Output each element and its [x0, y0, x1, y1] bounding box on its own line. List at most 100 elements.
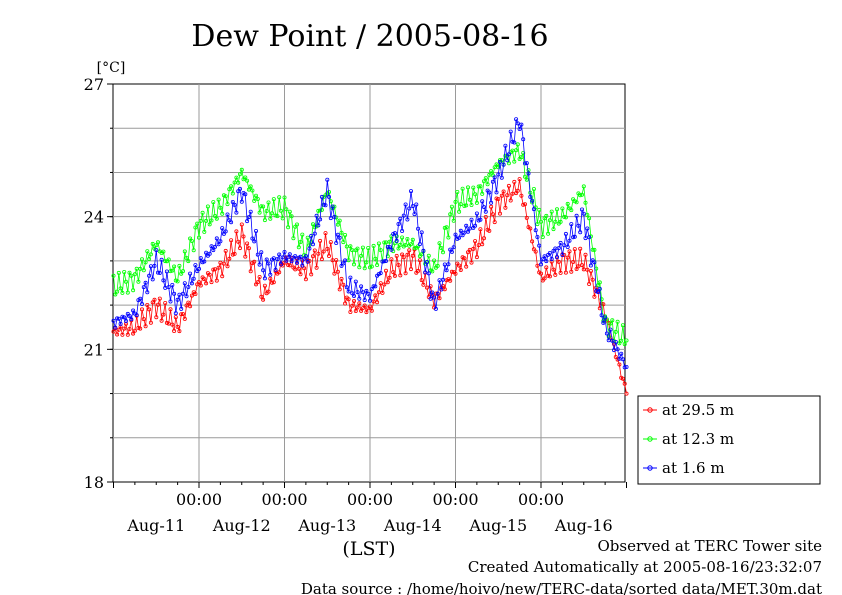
data-point — [223, 248, 228, 253]
data-point — [243, 175, 248, 180]
data-point — [262, 283, 267, 288]
data-point — [565, 201, 570, 206]
data-point — [478, 217, 483, 222]
data-point — [556, 259, 561, 264]
data-point — [608, 327, 613, 332]
data-point — [437, 241, 442, 246]
data-point — [392, 231, 397, 236]
data-point — [364, 310, 369, 315]
data-point — [277, 270, 282, 275]
x-time-label: 00:00 — [261, 490, 307, 509]
data-point — [189, 293, 194, 298]
data-point — [257, 274, 262, 279]
data-point — [483, 209, 488, 214]
data-point — [124, 318, 129, 323]
legend-marker — [647, 436, 653, 442]
data-point — [172, 264, 177, 269]
data-point — [487, 228, 492, 233]
data-point — [380, 290, 385, 295]
data-point — [330, 258, 335, 263]
data-point — [464, 223, 469, 228]
data-point — [152, 263, 157, 268]
data-point — [419, 278, 424, 283]
data-point — [310, 222, 315, 227]
data-point — [549, 209, 554, 214]
data-point — [362, 266, 367, 271]
data-point — [583, 252, 588, 257]
data-point — [515, 142, 520, 147]
data-point — [610, 338, 615, 343]
data-point — [444, 225, 449, 230]
data-point — [565, 244, 570, 249]
data-point — [305, 259, 310, 264]
data-point — [284, 207, 289, 212]
data-point — [319, 207, 324, 212]
data-point — [216, 265, 221, 270]
data-point — [273, 267, 278, 272]
data-point — [515, 188, 520, 193]
data-point — [132, 328, 137, 333]
data-point — [398, 273, 403, 278]
data-point — [161, 312, 166, 317]
data-point — [519, 122, 524, 127]
data-point — [555, 207, 560, 212]
x-time-label: 00:00 — [347, 490, 393, 509]
series-1 — [111, 142, 629, 347]
data-point — [483, 176, 488, 181]
data-point — [353, 308, 358, 313]
data-point — [200, 210, 205, 215]
data-point — [166, 257, 171, 262]
data-point — [180, 311, 185, 316]
data-point — [300, 263, 305, 268]
data-point — [335, 269, 340, 274]
data-point — [166, 321, 171, 326]
data-point — [163, 300, 168, 305]
data-point — [339, 230, 344, 235]
data-point — [255, 252, 260, 257]
data-point — [182, 281, 187, 286]
data-point — [421, 282, 426, 287]
data-point — [524, 215, 529, 220]
data-point — [273, 213, 278, 218]
data-point — [531, 207, 536, 212]
data-point — [188, 236, 193, 241]
data-point — [271, 197, 276, 202]
data-point — [563, 231, 568, 236]
data-point — [410, 237, 415, 242]
data-point — [294, 222, 299, 227]
data-point — [127, 326, 132, 331]
data-point — [375, 262, 380, 267]
data-point — [385, 244, 390, 249]
data-point — [487, 172, 492, 177]
data-point — [223, 194, 228, 199]
data-point — [302, 266, 307, 271]
data-point — [362, 298, 367, 303]
data-point — [351, 293, 356, 298]
data-point — [325, 177, 330, 182]
data-point — [596, 290, 601, 295]
data-point — [268, 276, 273, 281]
data-point — [236, 239, 241, 244]
data-point — [476, 243, 481, 248]
data-point — [526, 171, 531, 176]
data-point — [339, 263, 344, 268]
data-point — [622, 381, 627, 386]
data-point — [184, 294, 189, 299]
data-point — [360, 245, 365, 250]
data-point — [467, 247, 472, 252]
data-point — [471, 185, 476, 190]
data-point — [344, 285, 349, 290]
data-point — [355, 246, 360, 251]
data-point — [555, 255, 560, 260]
data-point — [613, 329, 618, 334]
data-point — [512, 179, 517, 184]
data-point — [569, 222, 574, 227]
data-point — [624, 391, 629, 396]
data-point — [129, 273, 134, 278]
data-point — [246, 246, 251, 251]
data-point — [148, 320, 153, 325]
data-point — [535, 234, 540, 239]
data-point — [309, 233, 314, 238]
data-point — [211, 200, 216, 205]
data-point — [139, 301, 144, 306]
